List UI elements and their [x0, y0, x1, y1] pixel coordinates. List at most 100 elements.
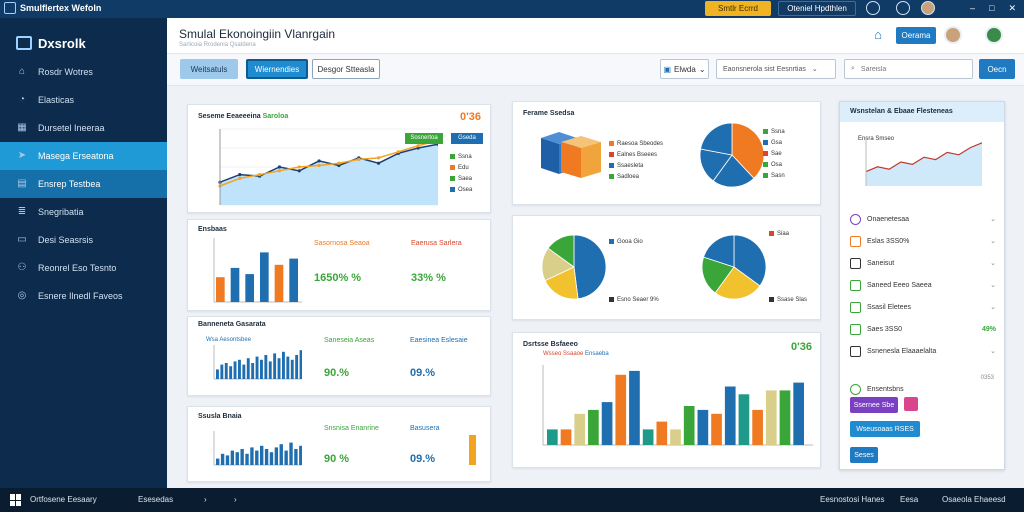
panel-item[interactable]: Saes 3SS0 49% [850, 322, 996, 336]
pie-chart [541, 234, 607, 300]
filter-select[interactable]: ▣ Elwda ⌄ [660, 59, 709, 79]
panel-item[interactable]: Ssnenesla Elaaaelalta ⌄ [850, 344, 996, 358]
panel-item[interactable]: Ensentsbns [850, 382, 996, 396]
data-point [238, 173, 242, 177]
maximize-icon[interactable]: □ [989, 3, 995, 13]
pie-slice [700, 122, 733, 156]
user-avatar-icon[interactable] [921, 1, 935, 15]
bar [260, 359, 263, 379]
card-histogram-2: Ssusla Bnaia Snsnisa Enanrine 90 % Basus… [187, 406, 491, 482]
chevron-down-icon[interactable]: ⌄ [990, 282, 996, 289]
chevron-down-icon: ⌄ [811, 66, 818, 73]
account-button[interactable]: Oteniel Hpdthlen [778, 1, 856, 16]
bar [299, 350, 302, 379]
series-area [866, 142, 982, 186]
bar [670, 429, 681, 445]
bar [220, 453, 225, 465]
close-icon[interactable]: ✕ [1008, 3, 1016, 13]
table-icon: ▤ [17, 178, 27, 189]
sidebar-item-label: Dursetel Ineeraa [38, 123, 105, 133]
bar [245, 453, 249, 465]
panel-button-3[interactable]: Seses [850, 447, 878, 463]
sidebar-item[interactable]: ⌂ Rosdr Wotres [0, 58, 167, 86]
tab-2[interactable]: Wiernendies [246, 59, 308, 79]
sidebar-item[interactable]: ◎ Esnere Ilnedl Faveos [0, 282, 167, 310]
go-button[interactable]: Oecn [979, 59, 1015, 79]
bar [642, 429, 654, 445]
badge-button[interactable]: Smtlr Ecrrd [705, 1, 771, 16]
card-title: Ssusla Bnaia [198, 413, 242, 420]
header-action-button[interactable]: Oerama [896, 27, 936, 44]
bar-chart [213, 431, 302, 466]
sidebar-item-label: Desi Seasrsis [38, 235, 94, 245]
sidebar-item[interactable]: ▤ Ensrep Testbea [0, 170, 167, 198]
bar [264, 355, 268, 379]
footer-item[interactable]: Esesedas [138, 495, 174, 504]
legend-swatch [609, 141, 614, 146]
sidebar-item[interactable]: ➤ Masega Erseatona [0, 142, 167, 170]
footer-item[interactable]: Eesa [900, 495, 919, 504]
bar [656, 421, 668, 445]
panel-button-1[interactable]: Ssernee Sbe [850, 397, 898, 413]
brand[interactable]: Dxsrolk [0, 18, 167, 58]
data-point [238, 176, 242, 180]
range-field[interactable]: Eaonsnerola sist Eesnrtias ⌄ [716, 59, 836, 79]
avatar[interactable] [944, 26, 962, 44]
kpi-value: 0'36 [460, 111, 481, 123]
tab-3[interactable]: Desgor Stteasla [312, 59, 380, 79]
chevron-down-icon[interactable]: ⌄ [990, 260, 996, 267]
bar [260, 252, 269, 302]
minimize-icon[interactable]: – [970, 3, 976, 13]
chevron-down-icon[interactable]: ⌄ [990, 238, 996, 245]
sidebar-item[interactable]: ◔ Elasticas [0, 86, 167, 114]
panel-item[interactable]: Saneisut ⌄ [850, 256, 996, 270]
footer-item[interactable]: Eesnostosi Hanes [820, 495, 885, 504]
tag-green[interactable]: Sosnertoa [405, 133, 443, 144]
help-icon[interactable] [866, 1, 880, 15]
bar [286, 356, 290, 379]
stack-icon: ≣ [17, 206, 27, 217]
chevron-down-icon[interactable]: ⌄ [990, 216, 996, 223]
search-box[interactable]: ⌕ [844, 59, 973, 79]
chevron-down-icon[interactable]: ⌄ [990, 348, 996, 355]
pie-chart [701, 234, 767, 300]
card-subtitle: Wsa Aesontsbee [206, 337, 252, 343]
card-pies: Gooa Gio Esno Seaer 9% Siaa Ssase Slas [512, 215, 821, 320]
bar [615, 374, 627, 445]
panel-item-label: Saneed Eeeo Saeea [867, 281, 932, 289]
chevron-right-icon[interactable]: › [204, 495, 207, 504]
chart-icon [850, 235, 861, 247]
color-swatch[interactable] [904, 397, 918, 411]
bar-chart [213, 345, 302, 380]
bar [284, 450, 288, 465]
chevron-right-icon[interactable]: › [234, 495, 237, 504]
sidebar-item[interactable]: ⚇ Reonrel Eso Tesnto [0, 254, 167, 282]
sidebar-item[interactable]: ≣ Snegribatia [0, 198, 167, 226]
panel-item[interactable]: Ssasil Eletees ⌄ [850, 300, 996, 314]
tab-1[interactable]: Weitsatuls [180, 59, 238, 79]
sidebar-item[interactable]: ▦ Dursetel Ineeraa [0, 114, 167, 142]
sidebar-item[interactable]: ▭ Desi Seasrsis [0, 226, 167, 254]
footer-item[interactable]: Osaeola Ehaeesd [942, 495, 1006, 504]
bar [238, 359, 241, 379]
filter-icon: ▣ [663, 64, 672, 74]
tag-blue[interactable]: Gseda [451, 133, 483, 144]
bar [299, 445, 302, 465]
start-icon[interactable] [10, 494, 22, 506]
avatar-2[interactable] [985, 26, 1003, 44]
panel-item[interactable]: Eslas 3SS0% ⌄ [850, 234, 996, 248]
bar [779, 390, 791, 445]
bar [765, 390, 777, 445]
card-histogram: Banneneta Gasarata Wsa Aesontsbee Sanese… [187, 316, 491, 396]
chevron-down-icon[interactable]: ⌄ [990, 304, 996, 311]
panel-item[interactable]: Saneed Eeeo Saeea ⌄ [850, 278, 996, 292]
panel-item[interactable]: Onaenetesaa ⌄ [850, 212, 996, 226]
data-point [357, 157, 361, 161]
panel-button-2[interactable]: Wseusoaas RSES [850, 421, 920, 437]
notification-icon[interactable]: ⌂ [874, 27, 882, 42]
panel-item-label: Onaenetesaa [867, 215, 910, 223]
sidebar-item-label: Ensrep Testbea [38, 179, 101, 189]
search-input[interactable] [860, 65, 961, 73]
bar [216, 277, 225, 302]
settings-icon[interactable] [896, 1, 910, 15]
